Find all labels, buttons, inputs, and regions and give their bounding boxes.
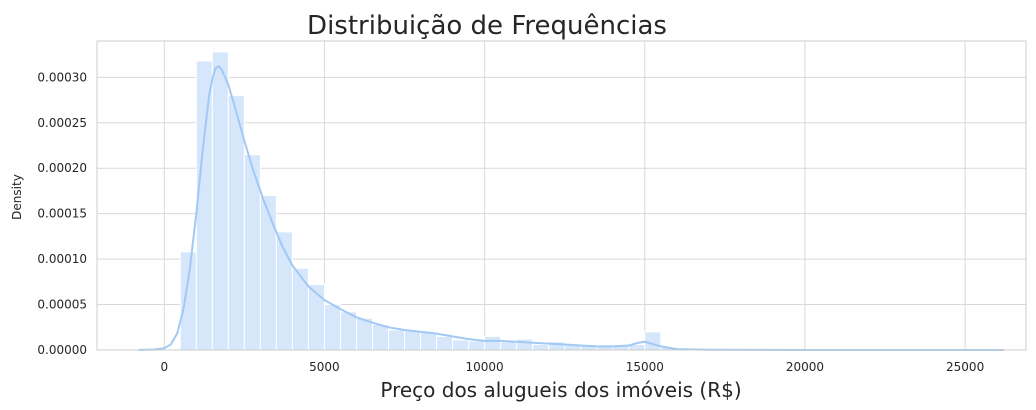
x-tick-label: 25000: [946, 360, 984, 374]
y-tick-label: 0.00010: [37, 252, 87, 266]
kde-line: [138, 65, 1004, 351]
histogram-bar: [355, 317, 373, 351]
histogram-bar: [179, 251, 197, 351]
histogram-bar: [532, 344, 550, 351]
y-tick-labels: 0.00000 0.00005 0.00010 0.00015 0.00020 0.000…: [37, 70, 87, 357]
histogram-bar: [339, 311, 357, 351]
x-tick-label: 5000: [309, 360, 340, 374]
plot-frame: [96, 40, 1027, 351]
y-tick-label: 0.00015: [37, 207, 87, 221]
histogram-bar: [436, 335, 454, 351]
histogram-bar: [291, 267, 309, 351]
chart-title: Distribuição de Frequências: [307, 11, 667, 41]
x-axis-label: Preço dos alugueis dos imóveis (R$): [380, 378, 741, 402]
x-tick-label: 15000: [626, 360, 664, 374]
y-axis-label: Density: [10, 174, 24, 220]
y-tick-label: 0.00030: [37, 70, 87, 84]
histogram-bar: [388, 329, 406, 351]
y-tick-label: 0.00025: [37, 116, 87, 130]
histogram-bar: [195, 60, 213, 351]
histogram-bar: [259, 195, 277, 351]
histogram-bar: [211, 51, 229, 351]
y-tick-label: 0.00020: [37, 161, 87, 175]
x-tick-label: 20000: [786, 360, 824, 374]
x-tick-labels: 0 5000 10000 15000 20000 25000: [160, 360, 984, 374]
x-tick-label: 10000: [466, 360, 504, 374]
y-tick-label: 0.00000: [37, 343, 87, 357]
y-tick-label: 0.00005: [37, 298, 87, 312]
histogram-bar: [371, 324, 390, 351]
histogram-bar: [404, 329, 422, 351]
histogram-bar: [644, 331, 662, 351]
histogram-bar: [323, 304, 341, 351]
histogram-bar: [452, 339, 470, 351]
histogram-bar: [500, 341, 518, 351]
histogram-bar: [516, 338, 534, 351]
histogram-bar: [468, 340, 486, 351]
histogram-bars: [179, 51, 678, 351]
histogram-bar: [420, 331, 438, 351]
x-tick-label: 0: [160, 360, 168, 374]
histogram-bar: [484, 335, 502, 351]
